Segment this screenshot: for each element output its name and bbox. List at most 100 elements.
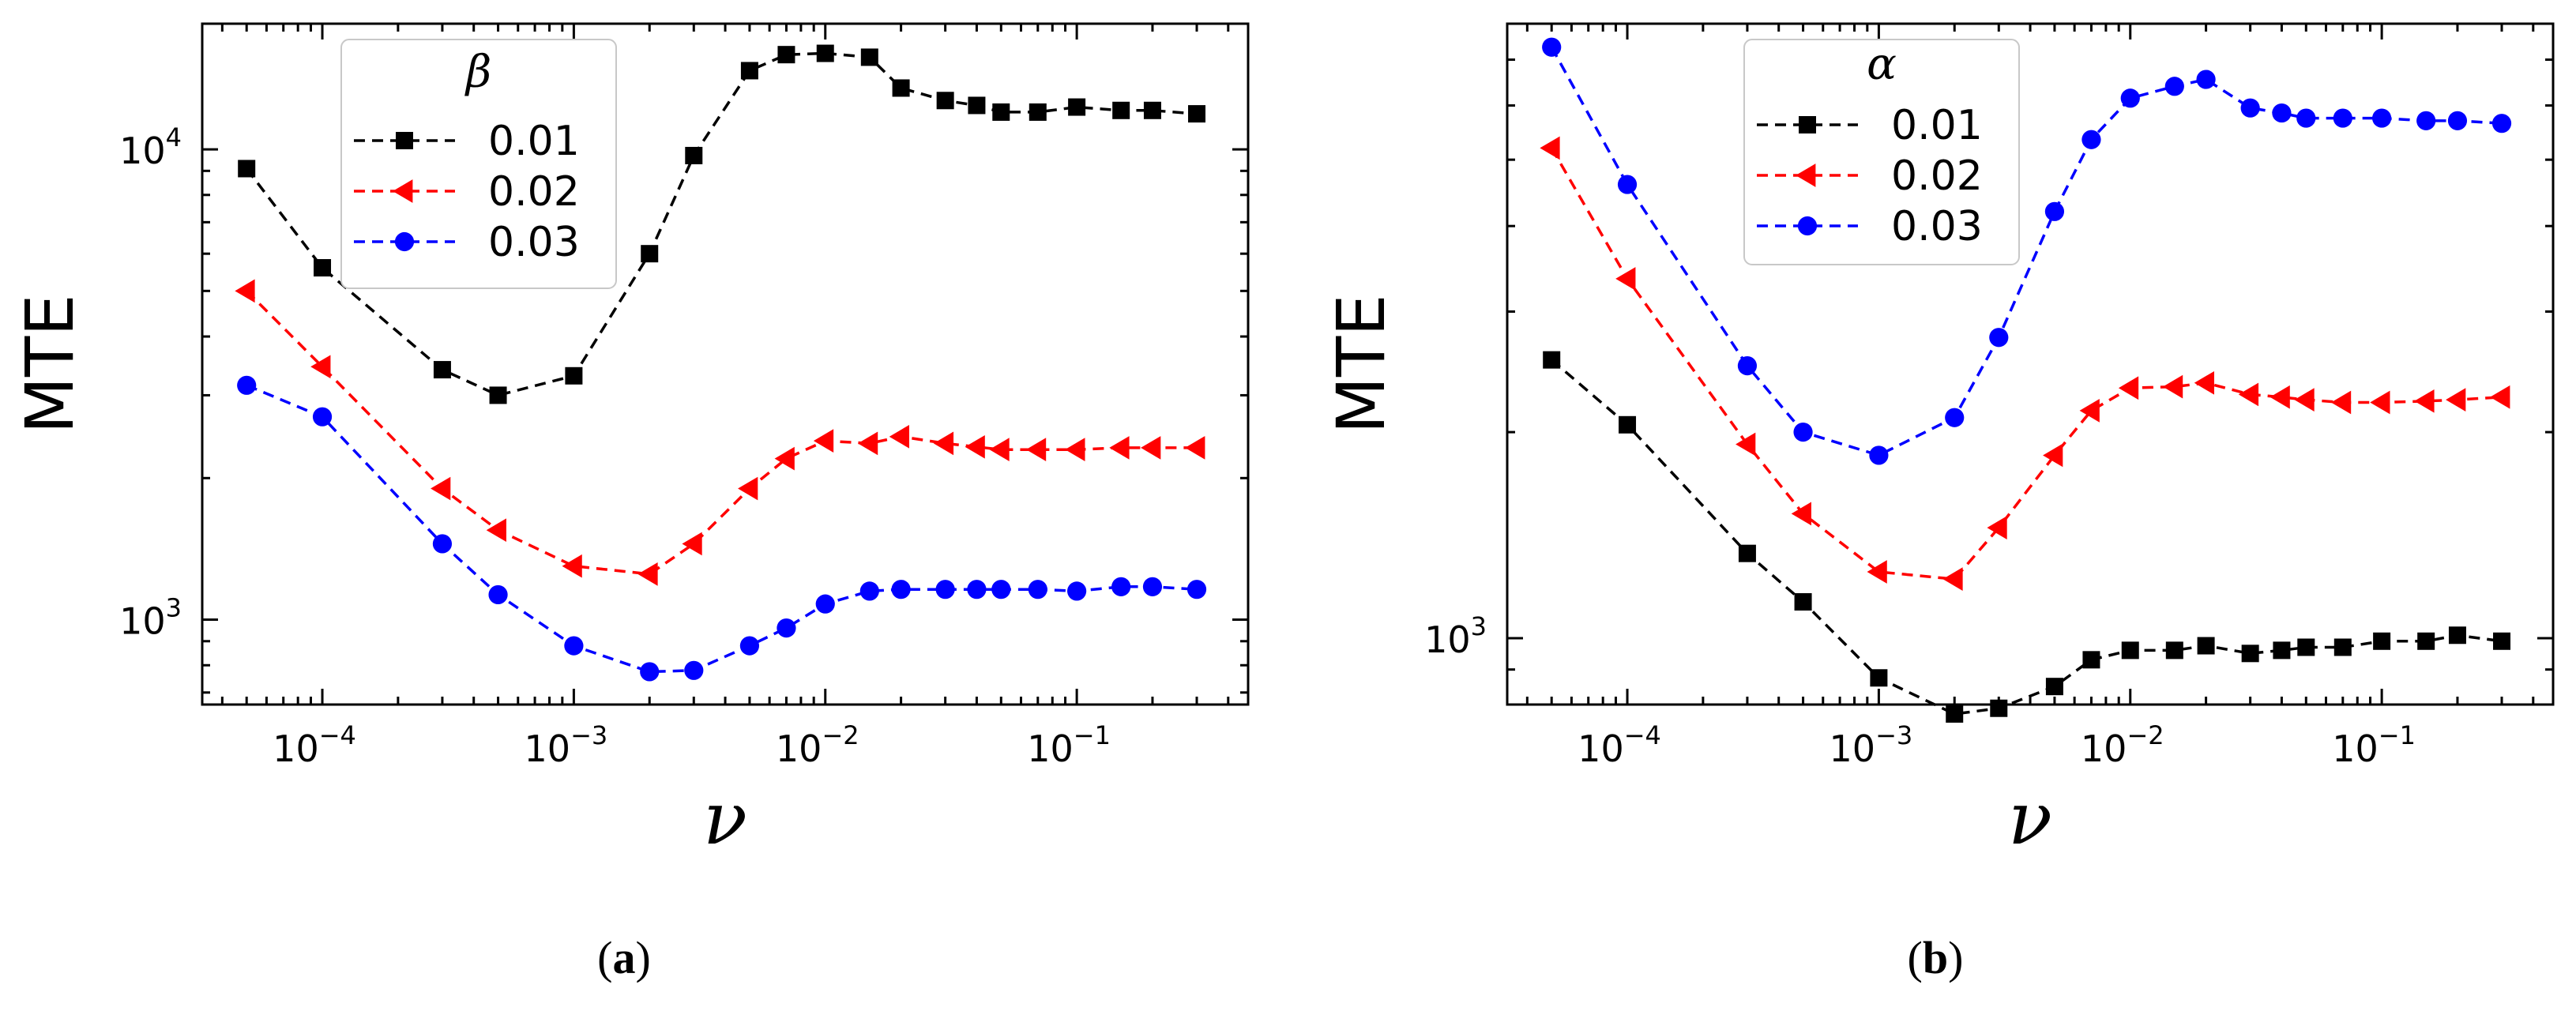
panel-a-legend-box — [340, 39, 617, 289]
panel-b-series-2-point — [2079, 399, 2100, 423]
panel-a-series-2-point — [738, 476, 758, 501]
panel-a-series-3-point — [859, 581, 879, 601]
panel-b-series-2-point — [2330, 390, 2352, 415]
panel-a-legend-label-3: 0.03 — [488, 219, 580, 266]
panel-a-series-1-point — [685, 146, 703, 164]
panel-a-series-1-point — [816, 44, 834, 62]
panel-b-x-tick-label-3: 10−2 — [2081, 720, 2164, 770]
panel-b-series-2-point — [2162, 374, 2183, 399]
panel-b-series-2-point — [2414, 389, 2435, 413]
panel-a-series-3-point — [1111, 577, 1131, 596]
panel-a-series-1-point — [565, 366, 583, 385]
panel-b-x-tick-label-2: 10−3 — [1830, 720, 1913, 770]
panel-a-legend-marker-1 — [396, 132, 413, 149]
panel-a-series-1-point — [936, 92, 954, 110]
panel-b-series-3-markers — [1542, 37, 2512, 465]
panel-b-x-axis-label: ν — [2008, 776, 2052, 861]
panel-a-x-tick-label-4: 10−1 — [1027, 720, 1111, 770]
panel-a-series-2-point — [562, 554, 582, 578]
panel-b-series-2-point — [1942, 567, 1963, 592]
panel-a-series-2-point — [933, 431, 954, 456]
panel-a-series-2-point — [1065, 438, 1085, 462]
panel-a-series-3-point — [935, 580, 955, 599]
panel-b-series-1-point — [2121, 641, 2139, 660]
panel-a-series-2-markers — [235, 279, 1205, 586]
panel-a-series-3-point — [815, 594, 835, 614]
panel-a-series-2-point — [889, 424, 909, 449]
panel-a-x-axis-label: ν — [703, 776, 747, 861]
panel-a-series-1-point — [777, 46, 795, 64]
panel-b-series-2-point — [2238, 382, 2259, 407]
panel-a-y-tick-label-2: 104 — [119, 122, 182, 172]
panel-a-series-3-point — [891, 580, 911, 599]
panel-a-series-1-point — [1188, 105, 1206, 123]
panel-a-y-tick-label-1: 103 — [119, 593, 182, 643]
panel-a-series-2-point — [1141, 436, 1161, 460]
panel-b-caption-letter: b — [1923, 932, 1948, 983]
panel-b-series-1-point — [2297, 638, 2315, 656]
panel-b-series-1-point — [2165, 641, 2183, 660]
panel-b-series-2-line — [1550, 147, 2503, 581]
panel-b-series-3-point — [2196, 70, 2216, 89]
panel-a-legend-title: β — [464, 47, 491, 98]
panel-b-legend-label-2: 0.02 — [1891, 152, 1983, 200]
panel-a-y-axis-label: MTE — [11, 295, 88, 434]
panel-a-series-1-point — [489, 386, 507, 404]
panel-b-legend-marker-3 — [1797, 216, 1818, 236]
panel-a-series-3-point — [684, 660, 704, 680]
panel-b-series-1-point — [2333, 638, 2352, 656]
panel-a-legend-items: 0.010.020.03 — [354, 118, 580, 266]
panel-a-series-3-point — [488, 584, 508, 605]
panel-b-series-2-point — [2446, 388, 2466, 412]
panel-a-series-1-point — [992, 103, 1010, 121]
panel-b-legend-label-3: 0.03 — [1891, 203, 1983, 250]
panel-b-series-2-markers — [1540, 136, 2510, 592]
panel-a-caption-letter: a — [613, 932, 636, 983]
panel-b-series-3-point — [1542, 37, 1562, 57]
panel-b-legend-title: α — [1867, 39, 1897, 90]
panel-b-series-3-line — [1550, 46, 2503, 457]
panel-b-series-3-point — [2044, 201, 2065, 221]
panel-b-series-2-point — [1867, 560, 1887, 584]
panel-b-series-3-point — [1869, 445, 1889, 465]
panel-a-series-2-point — [682, 532, 702, 556]
panel-b-series-2-point — [2043, 443, 2063, 468]
panel-a-x-tick-label-2: 10−3 — [525, 720, 608, 770]
panel-a-series-2-point — [1025, 438, 1047, 462]
panel-b-series-3-point — [1989, 328, 2009, 348]
panel-a-series-2-point — [637, 562, 658, 586]
panel-b-series-2-point — [2294, 388, 2315, 412]
panel-b-series-1-markers — [1543, 351, 2511, 723]
panel-b-caption: (b) — [1908, 932, 1964, 983]
panel-b-series-2-point — [2270, 385, 2290, 409]
panel-a-series-1-point — [641, 245, 659, 263]
panel-a-series-3-point — [237, 375, 257, 395]
panel-b-y-tick-label-1: 103 — [1424, 611, 1487, 661]
panel-a-ticks — [202, 24, 1248, 705]
panel-a-legend-label-1: 0.01 — [488, 118, 580, 165]
panel-a-plot-layer — [235, 44, 1207, 682]
panel-b-legend-marker-2 — [1796, 163, 1816, 187]
panel-a-legend-marker-2 — [393, 179, 413, 203]
panel-a-series-3-point — [777, 618, 796, 638]
panel-b-series-1-point — [1870, 669, 1888, 687]
panel-a-legend-marker-3 — [394, 231, 415, 252]
panel-a-tick-labels: 10−4 10−3 10−2 10−1 103 104 — [119, 122, 1111, 770]
panel-a-series-3-point — [1067, 581, 1087, 601]
panel-a-series-3-point — [564, 636, 584, 656]
panel-b-series-3-point — [2372, 108, 2392, 128]
panel-a-series-3-point — [991, 580, 1011, 599]
panel-a-series-3-point — [1028, 580, 1047, 599]
panel-b-series-1-point — [2197, 637, 2215, 655]
panel-a-series-3-line — [246, 384, 1198, 674]
panel-a-series-1-markers — [238, 44, 1206, 404]
panel-b-series-2-point — [1615, 267, 1636, 291]
panel-b-series-3-point — [2120, 88, 2140, 108]
panel-a-series-1-point — [1029, 103, 1047, 121]
panel-a-series-3-point — [432, 534, 453, 554]
panel-b-series-1-point — [2241, 645, 2259, 663]
panel-b-series-3-point — [1945, 408, 1965, 427]
panel-b-series-3-point — [2240, 98, 2260, 118]
panel-b-legend: α 0.010.020.03 — [1743, 39, 2020, 265]
